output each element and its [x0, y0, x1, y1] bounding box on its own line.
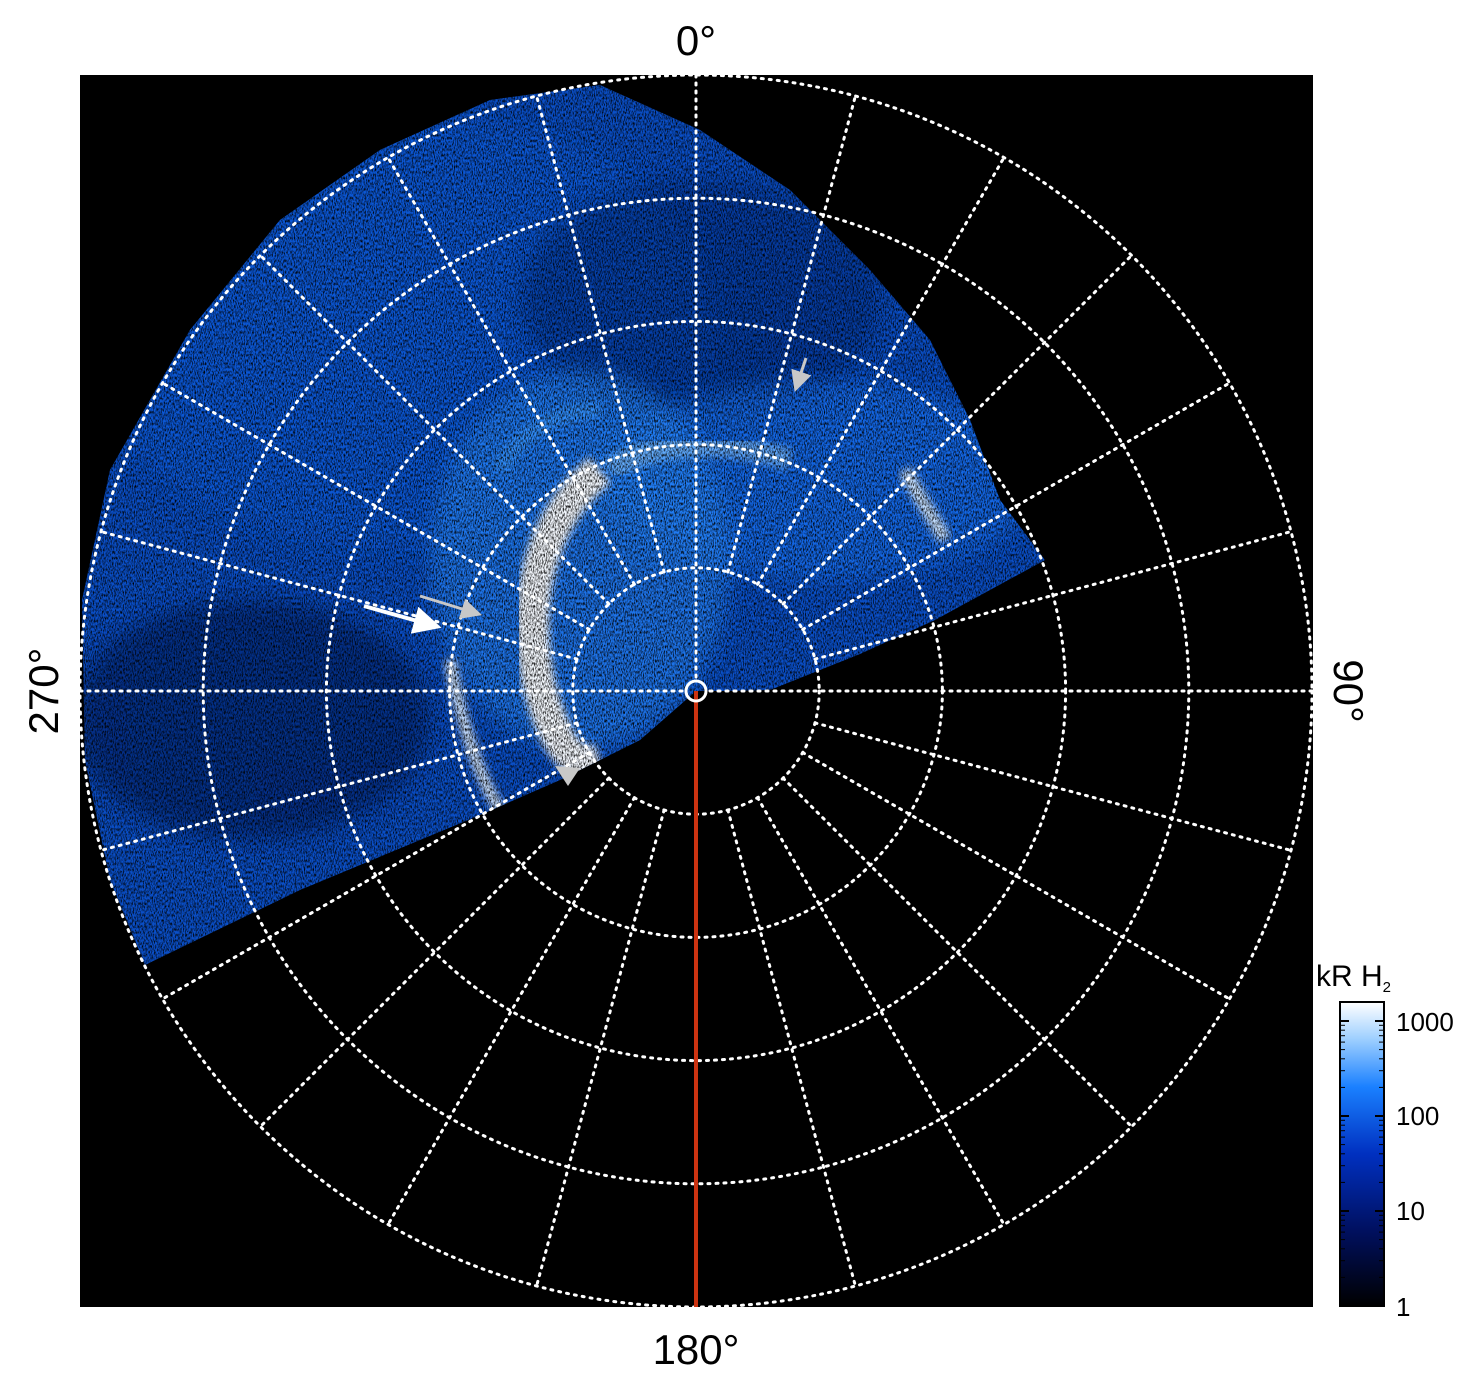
- grid-spoke: [813, 530, 1293, 661]
- angle-label-left: 270°: [20, 648, 67, 735]
- polar-grid: [80, 75, 1313, 1307]
- arrowhead-gray-bottom: [555, 766, 580, 786]
- colorbar-gradient: [1339, 1001, 1385, 1307]
- grid-spoke: [535, 808, 666, 1288]
- grid-spoke: [161, 381, 591, 631]
- grid-spoke: [99, 530, 579, 661]
- colorbar-tick-label-1: 1: [1396, 1292, 1410, 1322]
- colorbar-ticks: [1340, 1020, 1384, 1307]
- grid-spoke: [756, 796, 1006, 1226]
- grid-spoke: [258, 776, 611, 1129]
- grid-spoke: [801, 751, 1231, 1001]
- pole-marker: [684, 679, 708, 703]
- colorbar-tick-label-10: 10: [1396, 1196, 1425, 1226]
- angle-label-top: 0°: [676, 17, 716, 64]
- grid-spoke: [386, 156, 636, 586]
- grid-spoke: [781, 776, 1134, 1129]
- grid-spoke: [813, 721, 1293, 852]
- arrow-gray-left: [419, 594, 483, 619]
- angle-label-right: 90°: [1325, 659, 1372, 723]
- arrow-white: [363, 604, 442, 634]
- grid-ring: [324, 319, 1068, 1063]
- grid-spoke: [99, 721, 579, 852]
- grid-spoke: [726, 808, 857, 1288]
- grid-spoke: [726, 94, 857, 574]
- colorbar-title-subscript: 2: [1383, 979, 1391, 996]
- colorbar-tick-label-1000: 1000: [1396, 1007, 1454, 1037]
- grid-spoke: [161, 751, 591, 1001]
- angle-label-bottom: 180°: [653, 1326, 740, 1373]
- colorbar: kR H2 1000 100 10 1: [1316, 960, 1454, 1322]
- colorbar-tick-label-100: 100: [1396, 1101, 1439, 1131]
- grid-spoke: [801, 381, 1231, 631]
- arrow-gray-top: [791, 357, 812, 392]
- grid-spoke: [535, 94, 666, 574]
- grid-spoke: [258, 253, 611, 606]
- grid-spoke: [386, 796, 636, 1226]
- colorbar-title: kR H2: [1316, 960, 1391, 996]
- grid-spoke: [781, 253, 1134, 606]
- grid-spoke: [756, 156, 1006, 586]
